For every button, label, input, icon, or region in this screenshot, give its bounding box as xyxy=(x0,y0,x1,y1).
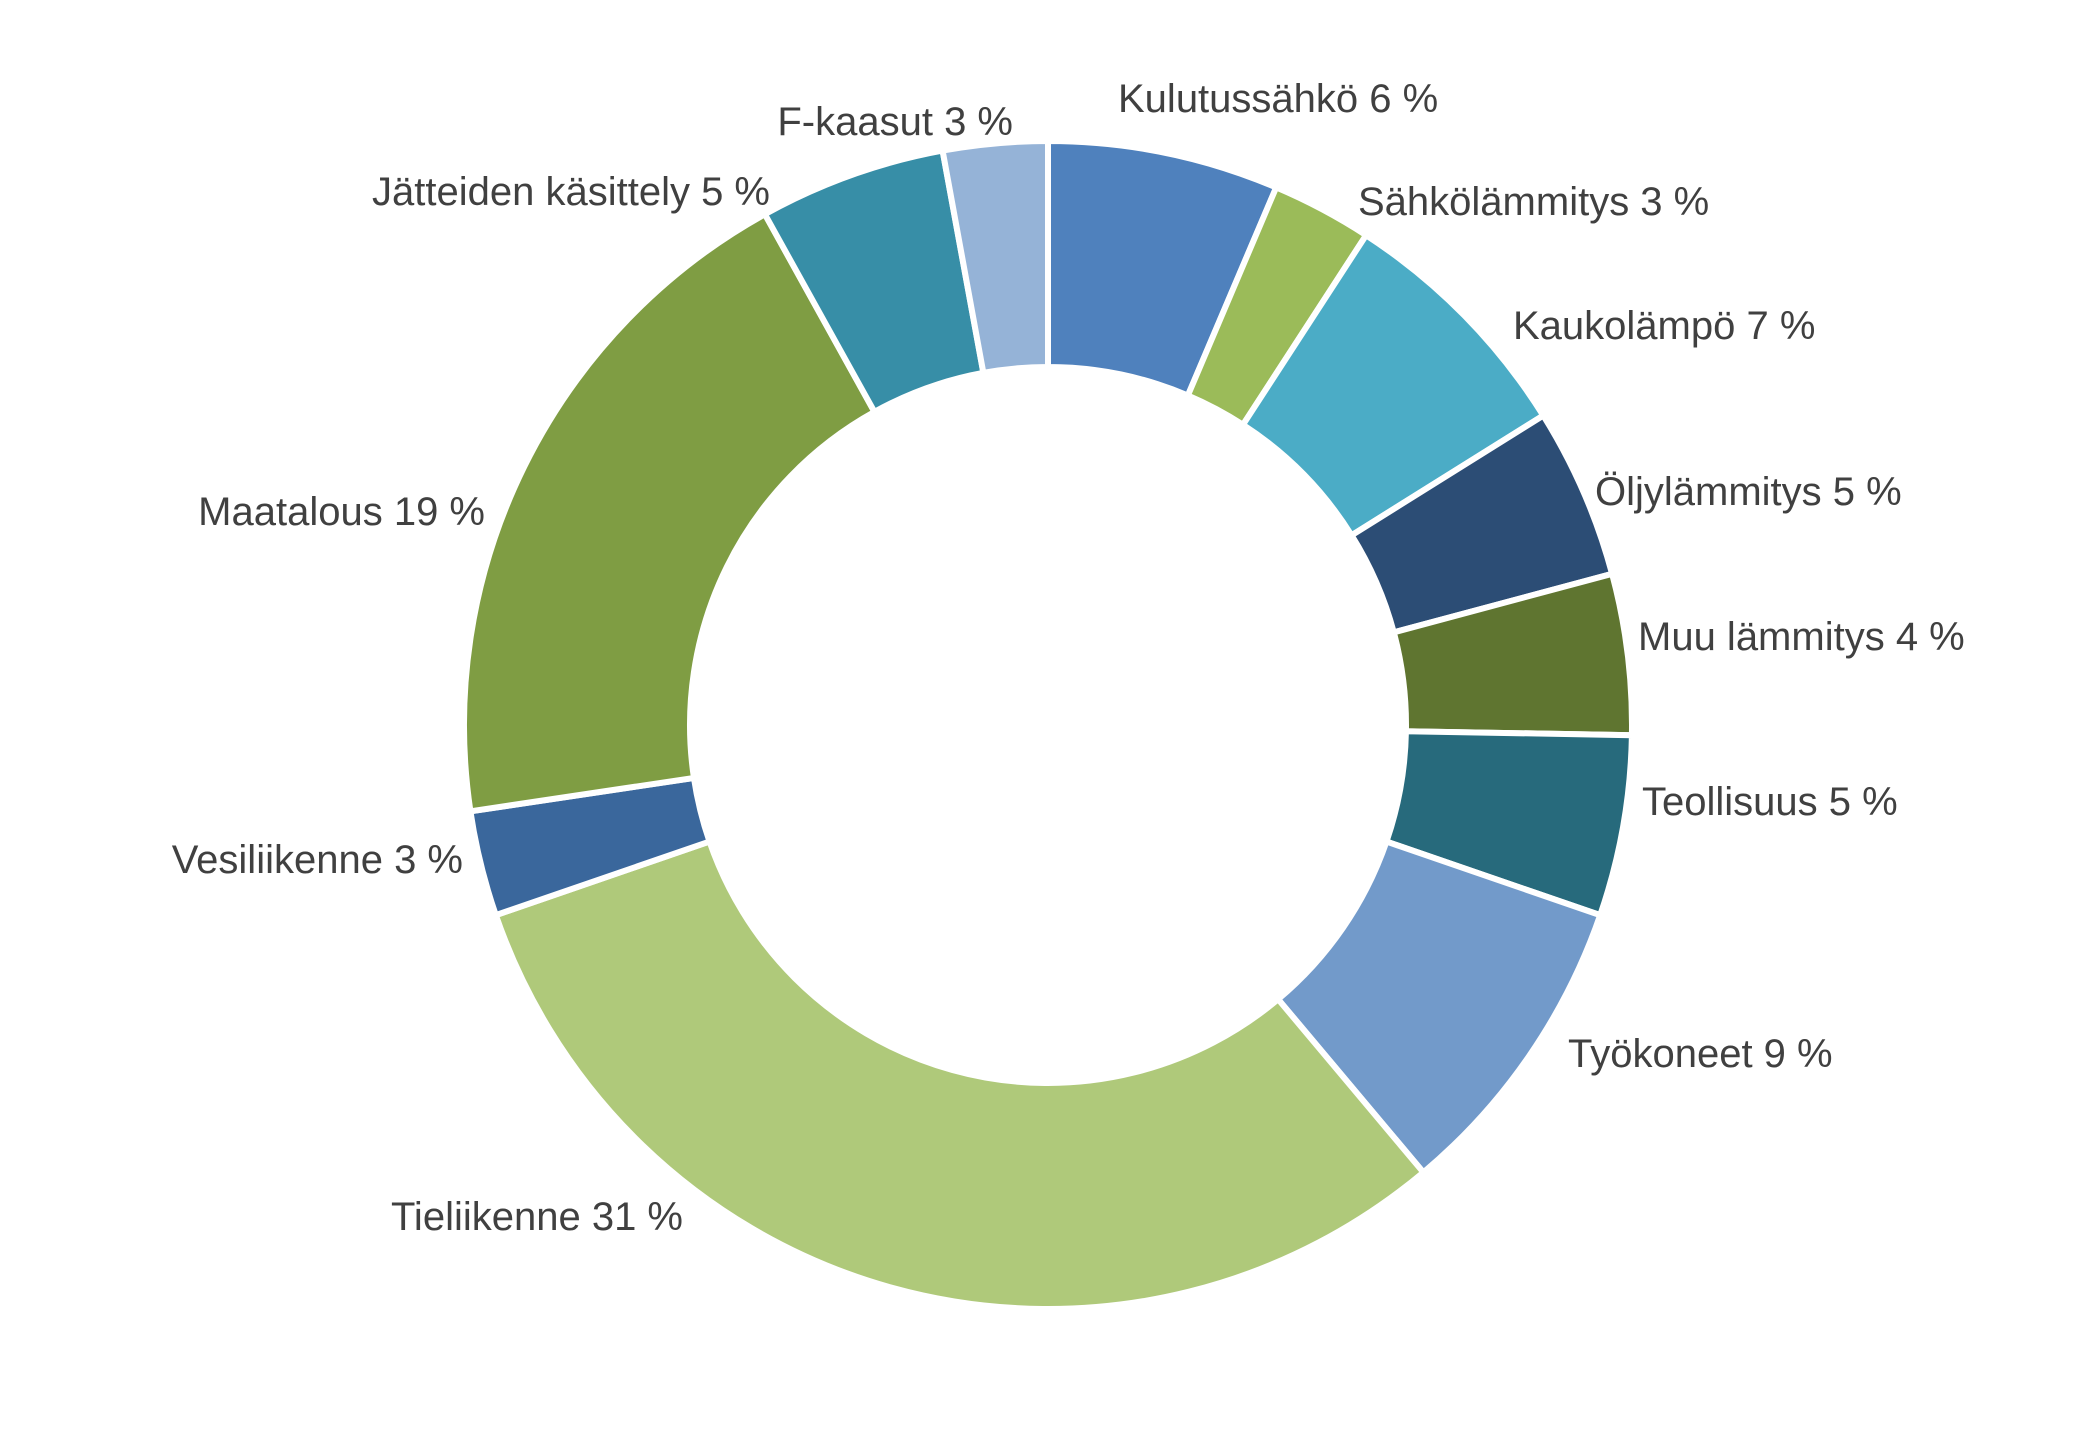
donut-slices xyxy=(461,137,1635,1312)
label-tyokoneet: Työkoneet 9 % xyxy=(1568,1032,1833,1076)
label-maatalous: Maatalous 19 % xyxy=(198,490,485,534)
donut-slice xyxy=(492,837,1428,1312)
label-vesiliikenne: Vesiliikenne 3 % xyxy=(172,838,463,882)
label-kaukolampo: Kaukolämpö 7 % xyxy=(1513,304,1815,348)
label-sahkolammitys: Sähkölämmitys 3 % xyxy=(1358,180,1709,224)
label-tieliikenne: Tieliikenne 31 % xyxy=(391,1195,683,1239)
data-labels: Kulutussähkö 6 % Sähkölämmitys 3 % Kauko… xyxy=(172,77,1965,1239)
label-oljylammitys: Öljylämmitys 5 % xyxy=(1595,470,1902,514)
donut-slice xyxy=(461,210,879,815)
label-jatteiden-kasittely: Jätteiden käsittely 5 % xyxy=(372,170,770,214)
label-teollisuus: Teollisuus 5 % xyxy=(1642,780,1898,824)
label-f-kaasut: F-kaasut 3 % xyxy=(777,100,1013,144)
label-kulutussahko: Kulutussähkö 6 % xyxy=(1118,77,1438,121)
label-muu-lammitys: Muu lämmitys 4 % xyxy=(1638,615,1965,659)
donut-slice xyxy=(939,137,1051,377)
